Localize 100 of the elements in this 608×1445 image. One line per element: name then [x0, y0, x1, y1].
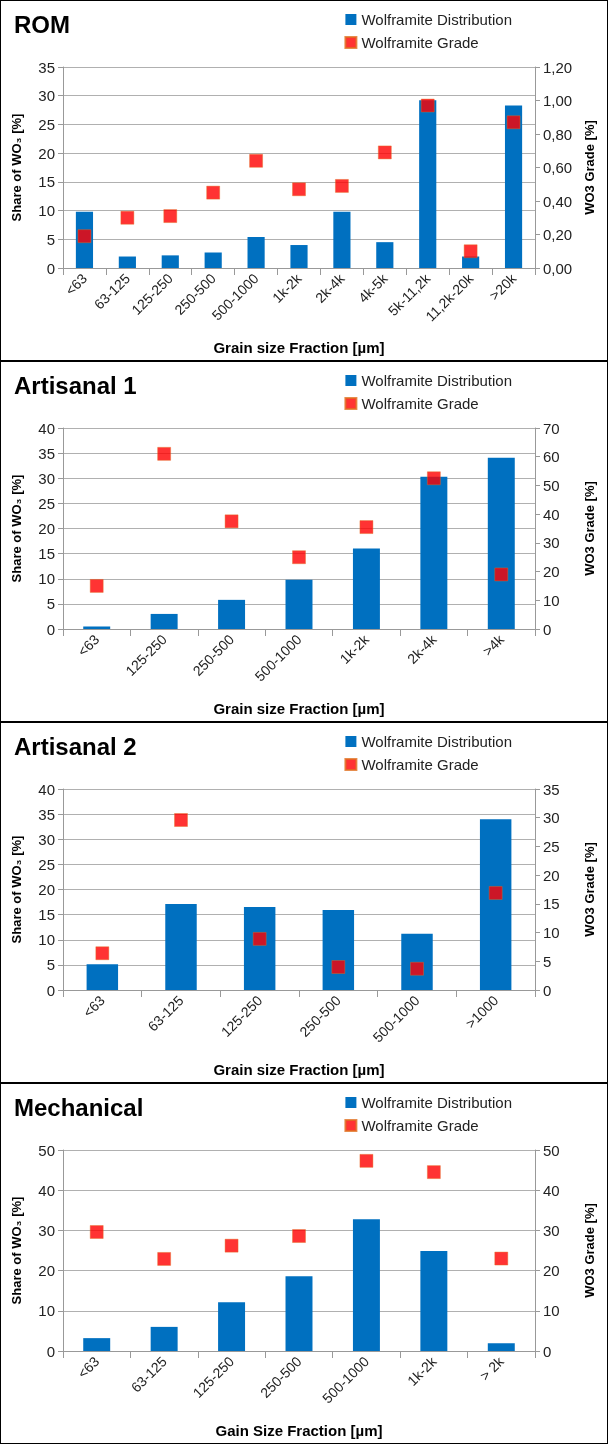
y2-tick-label: 20: [543, 866, 560, 884]
point: [292, 182, 306, 197]
y-tick-label: 30: [38, 469, 55, 487]
bar: [150, 1326, 178, 1351]
y2-tick-label: 30: [543, 534, 560, 552]
y2-tick-label: 0,40: [543, 192, 573, 210]
bar: [218, 599, 246, 629]
bar: [161, 255, 179, 268]
bar: [352, 1219, 380, 1351]
x-axis-title: Grain size Fraction [µm]: [213, 1061, 385, 1078]
bar: [83, 626, 111, 629]
y2-tick-label: 15: [543, 895, 560, 913]
y-tick-label: 40: [38, 1181, 55, 1199]
point: [89, 579, 104, 593]
y-tick-label: 35: [38, 444, 55, 462]
y2-tick-label: 0: [543, 981, 552, 999]
bar: [376, 242, 394, 268]
point: [120, 211, 135, 225]
y-tick-label: 15: [38, 545, 55, 563]
y-tick-label: 50: [38, 1141, 55, 1159]
point: [249, 154, 263, 168]
chart-title: Artisanal 2: [14, 732, 137, 760]
y-tick-label: 30: [38, 830, 55, 848]
x-tick-label: <63: [74, 1353, 103, 1382]
y-tick-label: 30: [38, 87, 55, 105]
bar: [118, 256, 136, 268]
y2-tick-label: 0: [543, 620, 552, 638]
bar: [165, 904, 197, 990]
point: [292, 1229, 306, 1243]
bar: [504, 105, 523, 268]
point: [420, 98, 435, 113]
point: [95, 946, 110, 960]
point: [488, 886, 503, 900]
legend-label: Wolframite Grade: [361, 1117, 479, 1134]
y-tick-label: 0: [46, 1342, 55, 1360]
point: [157, 447, 171, 461]
y2-tick-label: 0,60: [543, 159, 573, 176]
legend-label: Wolframite Distribution: [361, 372, 513, 389]
y-tick-label: 10: [38, 1302, 55, 1320]
y2-axis-title: WO3 Grade [%]: [582, 1203, 597, 1298]
point: [224, 514, 239, 529]
y2-tick-label: 10: [543, 924, 560, 942]
legend-label: Wolframite Grade: [361, 756, 479, 773]
y2-tick-label: 40: [543, 1181, 560, 1199]
point: [206, 185, 220, 200]
point: [335, 179, 349, 193]
y-tick-label: 20: [38, 1262, 55, 1280]
y2-tick-label: 0: [543, 1342, 552, 1360]
x-axis-title: Grain size Fraction [µm]: [213, 700, 385, 717]
y2-axis-title: WO3 Grade [%]: [582, 481, 597, 576]
point: [410, 962, 424, 976]
bar: [150, 613, 178, 629]
point: [163, 209, 178, 223]
y-tick-label: 35: [38, 805, 55, 823]
x-tick-label: <63: [79, 992, 109, 1021]
chart-title: ROM: [14, 10, 70, 38]
y2-axis-title: WO3 Grade [%]: [582, 120, 598, 215]
point: [427, 1165, 441, 1179]
bar: [285, 579, 313, 629]
bar: [322, 910, 355, 990]
y-tick-label: 25: [38, 494, 55, 512]
y-tick-label: 25: [38, 115, 55, 133]
y-tick-label: 20: [38, 520, 55, 537]
point: [174, 813, 188, 827]
y2-tick-label: 10: [543, 1302, 560, 1320]
y2-tick-label: 0,20: [543, 226, 573, 243]
y2-tick-label: 40: [543, 505, 560, 523]
point: [359, 1154, 374, 1168]
y2-tick-label: 20: [543, 563, 560, 581]
y-axis-title: Share of WO₃ [%]: [9, 1196, 24, 1305]
bar: [204, 252, 222, 268]
y2-tick-label: 20: [543, 1262, 560, 1280]
bar: [86, 964, 119, 990]
y2-tick-label: 5: [543, 952, 552, 970]
bar: [487, 457, 515, 629]
y-tick-label: 40: [38, 780, 55, 798]
bar: [83, 1338, 111, 1351]
bar: [479, 819, 512, 990]
point: [224, 1238, 239, 1253]
point: [463, 244, 478, 258]
y-axis-title: Share of WO₃ [%]: [9, 474, 24, 583]
bar: [420, 476, 448, 629]
point: [494, 567, 509, 582]
x-tick-label: >4k: [479, 630, 508, 659]
y-tick-label: 10: [38, 570, 55, 588]
bar: [290, 245, 308, 268]
bar: [420, 1250, 448, 1351]
y-axis-title: Share of WO₃ [%]: [9, 835, 24, 944]
y-tick-label: 0: [46, 981, 55, 999]
y-tick-label: 10: [38, 202, 55, 220]
y2-tick-label: 1,00: [543, 92, 573, 109]
y2-tick-label: 1,20: [543, 58, 573, 76]
y-tick-label: 10: [38, 931, 55, 949]
y-tick-label: 40: [38, 419, 55, 437]
point: [359, 520, 374, 534]
y2-tick-label: 70: [543, 419, 560, 437]
y-tick-label: 20: [38, 881, 55, 898]
bar: [487, 1343, 515, 1351]
bar: [247, 236, 265, 268]
bar: [352, 548, 380, 629]
